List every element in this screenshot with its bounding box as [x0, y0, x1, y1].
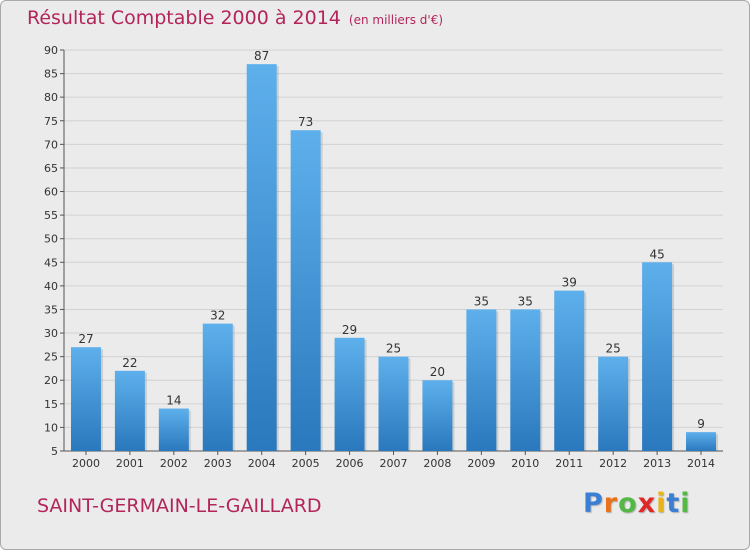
logo-letter: i: [680, 488, 691, 519]
y-tick-label: 50: [44, 233, 58, 246]
x-tick-label: 2002: [160, 457, 188, 470]
logo-letter: x: [637, 488, 657, 519]
y-tick-label: 75: [44, 115, 58, 128]
bar-value-label: 87: [254, 49, 269, 63]
x-tick-label: 2004: [248, 457, 276, 470]
bar: [686, 432, 717, 451]
bar: [334, 337, 365, 451]
y-tick-label: 20: [44, 374, 58, 387]
y-tick-label: 35: [44, 303, 58, 316]
y-tick-label: 40: [44, 280, 58, 293]
y-tick-label: 80: [44, 91, 58, 104]
x-tick-label: 2010: [511, 457, 539, 470]
x-tick-label: 2003: [204, 457, 232, 470]
y-tick-label: 85: [44, 68, 58, 81]
y-tick-label: 65: [44, 162, 58, 175]
y-tick-label: 30: [44, 327, 58, 340]
commune-name: SAINT-GERMAIN-LE-GAILLARD: [37, 495, 322, 517]
y-tick-label: 90: [44, 44, 58, 57]
bar-value-label: 32: [210, 309, 225, 323]
bar: [202, 323, 233, 451]
bar-value-label: 35: [518, 294, 533, 308]
bar: [70, 347, 101, 451]
bar-value-label: 27: [78, 332, 93, 346]
bar: [422, 380, 453, 451]
chart-title-text: Résultat Comptable 2000 à 2014: [27, 7, 341, 29]
y-tick-label: 10: [44, 421, 58, 434]
bar-value-label: 25: [606, 342, 621, 356]
bar-value-label: 22: [122, 356, 137, 370]
bar-value-label: 14: [166, 394, 181, 408]
bar: [554, 290, 585, 451]
bar-value-label: 35: [474, 294, 489, 308]
bar-value-label: 39: [562, 276, 577, 290]
bar-value-label: 45: [649, 247, 664, 261]
x-tick-label: 2001: [116, 457, 144, 470]
bar-value-label: 73: [298, 115, 313, 129]
logo-letter: t: [666, 488, 681, 519]
logo-letter: o: [618, 488, 638, 519]
y-tick-label: 55: [44, 209, 58, 222]
bar: [246, 64, 277, 451]
x-tick-label: 2007: [380, 457, 408, 470]
y-tick-label: 15: [44, 398, 58, 411]
x-tick-label: 2000: [72, 457, 100, 470]
x-tick-label: 2011: [555, 457, 583, 470]
x-tick-label: 2006: [336, 457, 364, 470]
bar: [642, 262, 673, 451]
x-tick-label: 2013: [643, 457, 671, 470]
bar-value-label: 29: [342, 323, 357, 337]
bar-value-label: 25: [386, 342, 401, 356]
bar: [290, 130, 321, 451]
x-tick-label: 2009: [467, 457, 495, 470]
logo-letter: P: [583, 488, 604, 519]
logo-letter: r: [603, 488, 619, 519]
proxiti-logo: Proxiti: [583, 488, 691, 519]
y-tick-label: 5: [51, 445, 58, 458]
y-tick-label: 70: [44, 138, 58, 151]
bar: [598, 356, 629, 451]
chart-unit-label: (en milliers d'€): [348, 13, 444, 27]
x-tick-label: 2005: [292, 457, 320, 470]
bar: [510, 309, 541, 451]
bar: [378, 356, 409, 451]
bar-value-label: 20: [430, 365, 445, 379]
bar: [114, 370, 145, 451]
logo-letter: i: [656, 488, 667, 519]
bar: [158, 408, 189, 451]
x-tick-label: 2014: [687, 457, 715, 470]
bar: [466, 309, 497, 451]
chart-title: Résultat Comptable 2000 à 2014 (en millie…: [27, 7, 443, 29]
y-tick-label: 45: [44, 256, 58, 269]
x-tick-label: 2008: [423, 457, 451, 470]
y-tick-label: 25: [44, 351, 58, 364]
bar-value-label: 9: [697, 417, 705, 431]
y-tick-label: 60: [44, 186, 58, 199]
x-tick-label: 2012: [599, 457, 627, 470]
